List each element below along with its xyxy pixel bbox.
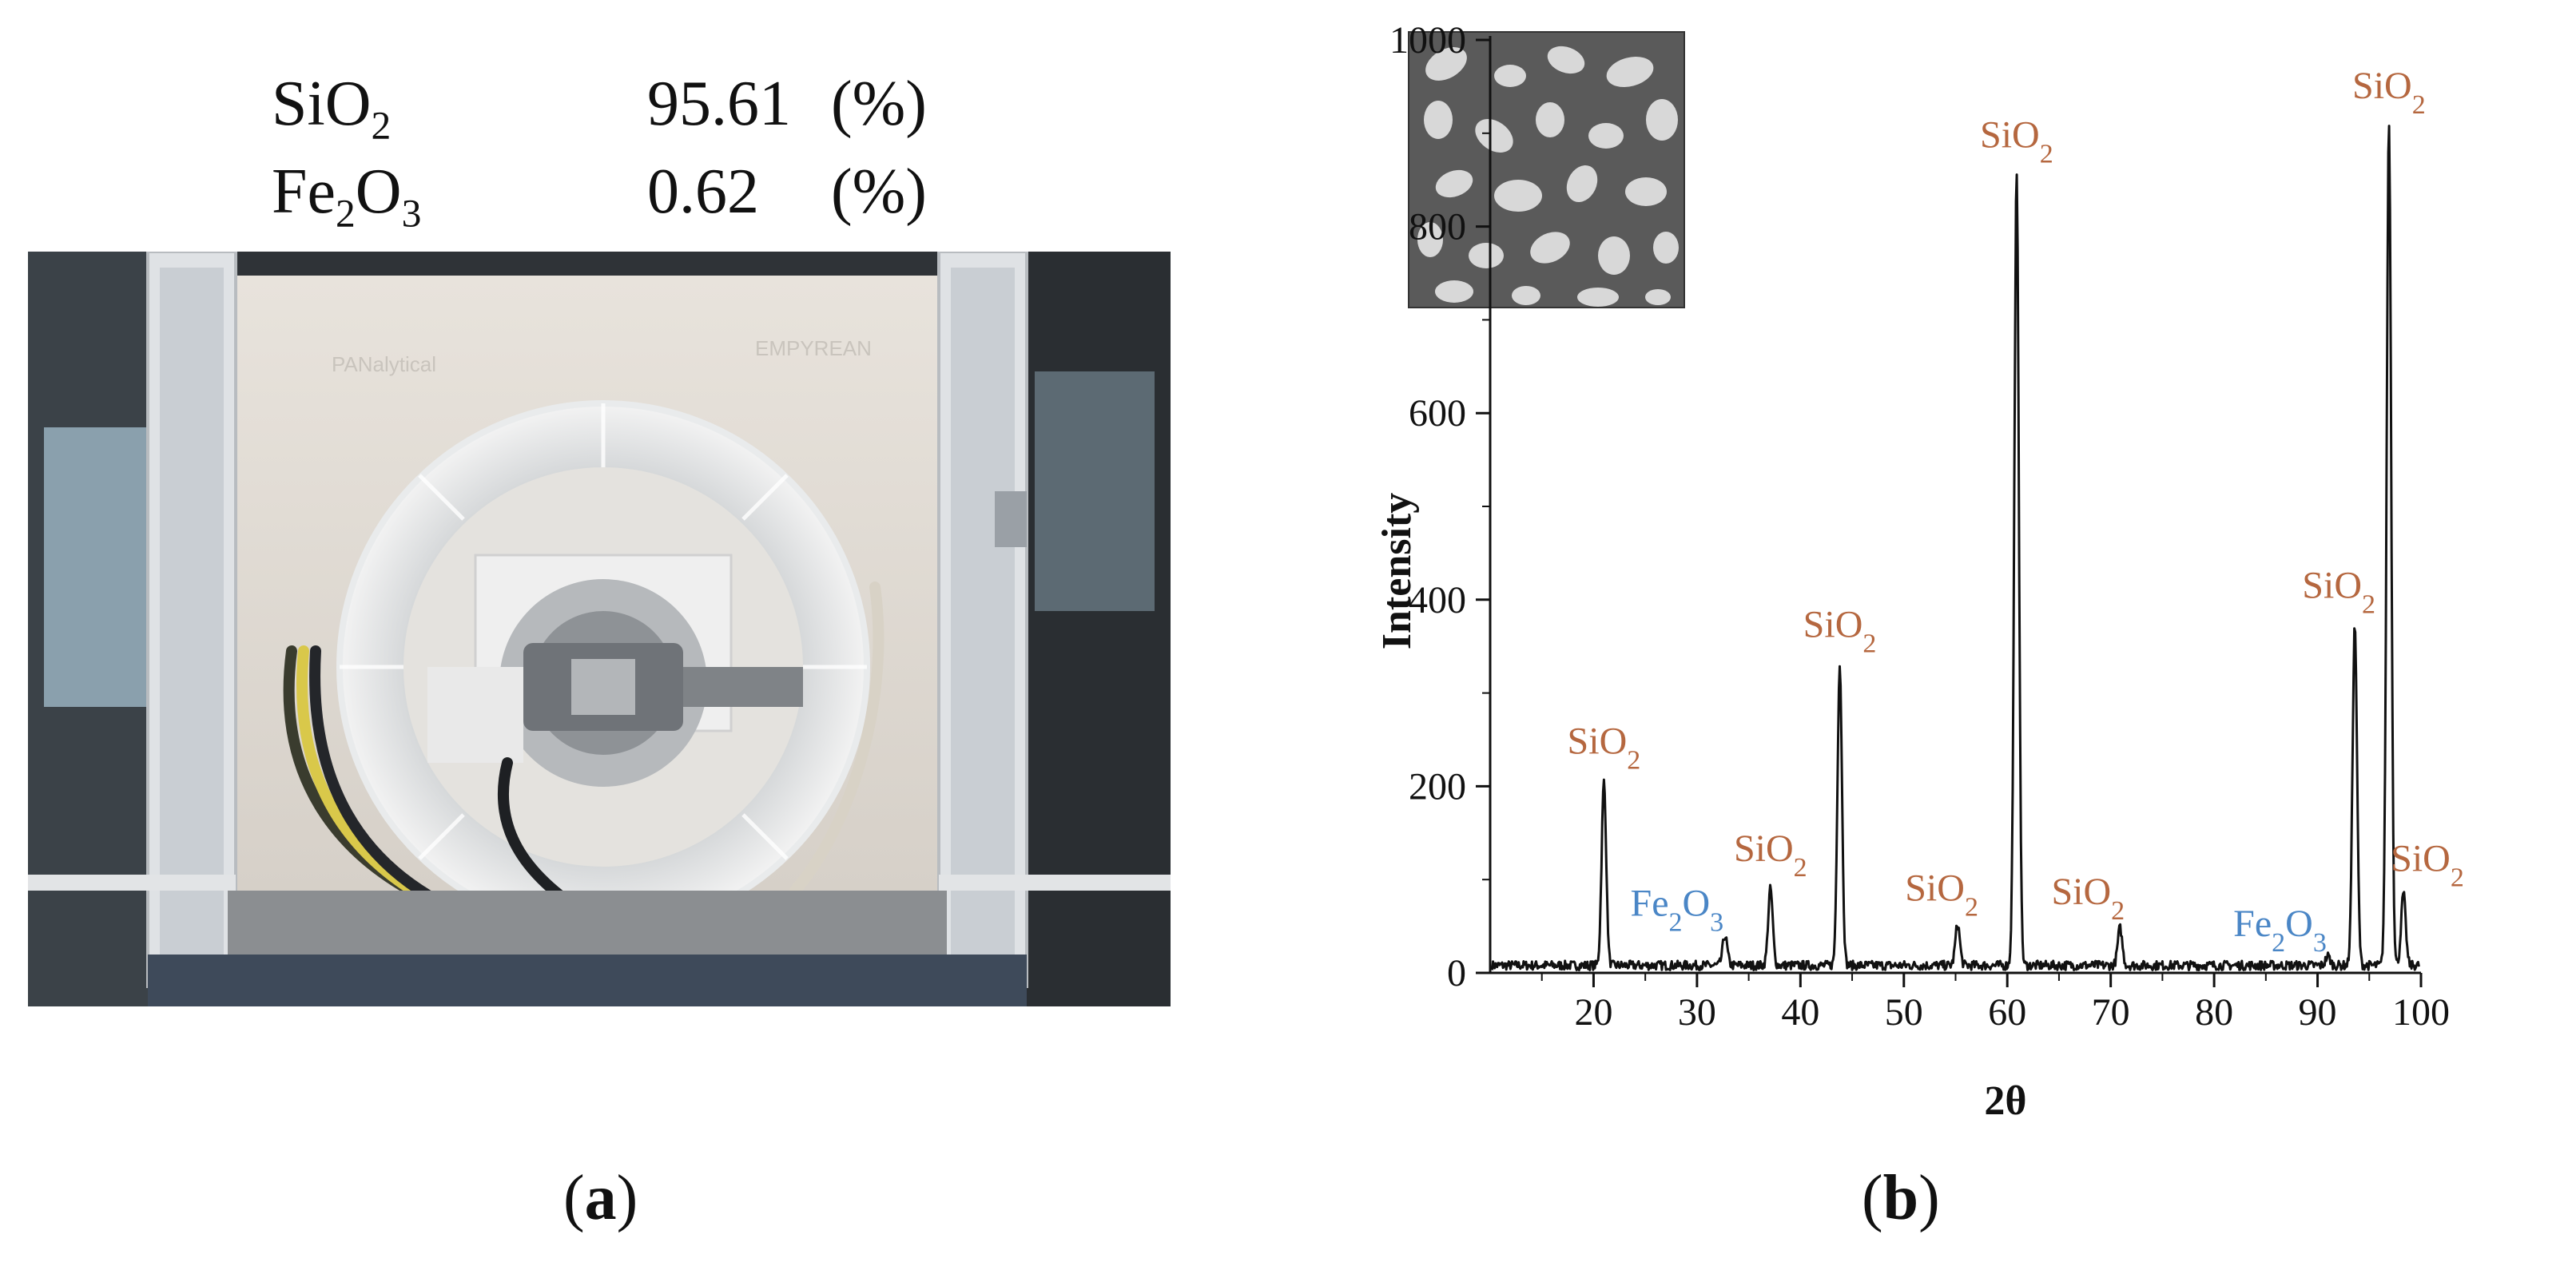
- peak-label-sio2: SiO2: [1803, 604, 1877, 659]
- peak-label-sio2: SiO2: [1905, 867, 1978, 922]
- y-tick-label: 600: [1409, 392, 1466, 435]
- x-tick-label: 50: [1885, 991, 1923, 1034]
- peak-label-sio2: SiO2: [2051, 871, 2125, 926]
- peak-label-sio2: SiO2: [2302, 565, 2375, 620]
- y-tick-label: 400: [1409, 579, 1466, 621]
- y-tick-label: 0: [1447, 952, 1466, 994]
- x-tick-label: 20: [1574, 991, 1612, 1034]
- xrd-instrument-photo: PANalytical EMPYREAN: [28, 252, 1171, 1006]
- peak-label-sio2: SiO2: [2391, 838, 2464, 893]
- y-tick-label: 800: [1409, 206, 1466, 248]
- peak-label-fe2o3: Fe2O3: [1631, 882, 1724, 937]
- x-tick-label: 80: [2195, 991, 2233, 1034]
- compound-name: Fe2O3: [272, 157, 422, 236]
- x-tick-label: 90: [2299, 991, 2337, 1034]
- diffraction-pattern-line: [1491, 125, 2420, 971]
- x-tick-label: 40: [1781, 991, 1819, 1034]
- peak-label-sio2: SiO2: [1980, 113, 2053, 169]
- y-tick-label: 1000: [1389, 19, 1466, 62]
- y-tick-label: 200: [1409, 765, 1466, 808]
- compound-value: 0.62: [647, 157, 759, 227]
- peak-label-sio2: SiO2: [2352, 65, 2426, 120]
- compound-unit: (%): [831, 157, 927, 227]
- panel-b-label: (b): [1862, 1163, 1940, 1233]
- compound-unit: (%): [831, 69, 927, 139]
- x-tick-label: 70: [2092, 991, 2130, 1034]
- sem-inset-image: [1408, 31, 1685, 308]
- y-axis-title: Intensity: [1374, 493, 1420, 649]
- x-tick-label: 30: [1678, 991, 1716, 1034]
- compound-name: SiO2: [272, 69, 392, 148]
- panel-a: SiO2 95.61 (%) Fe2O3 0.62 (%): [0, 0, 1199, 1282]
- x-tick-label: 60: [1988, 991, 2026, 1034]
- compound-value: 95.61: [647, 69, 791, 139]
- peak-label-sio2: SiO2: [1734, 828, 1807, 883]
- photo-brand-left: PANalytical: [332, 352, 436, 376]
- x-axis-title: 2θ: [1984, 1078, 2026, 1124]
- peak-label-fe2o3: Fe2O3: [2233, 903, 2327, 958]
- peak-label-sio2: SiO2: [1568, 720, 1641, 776]
- photo-brand-right: EMPYREAN: [755, 336, 872, 360]
- panel-a-label: (a): [563, 1163, 638, 1233]
- x-tick-label: 100: [2392, 991, 2450, 1034]
